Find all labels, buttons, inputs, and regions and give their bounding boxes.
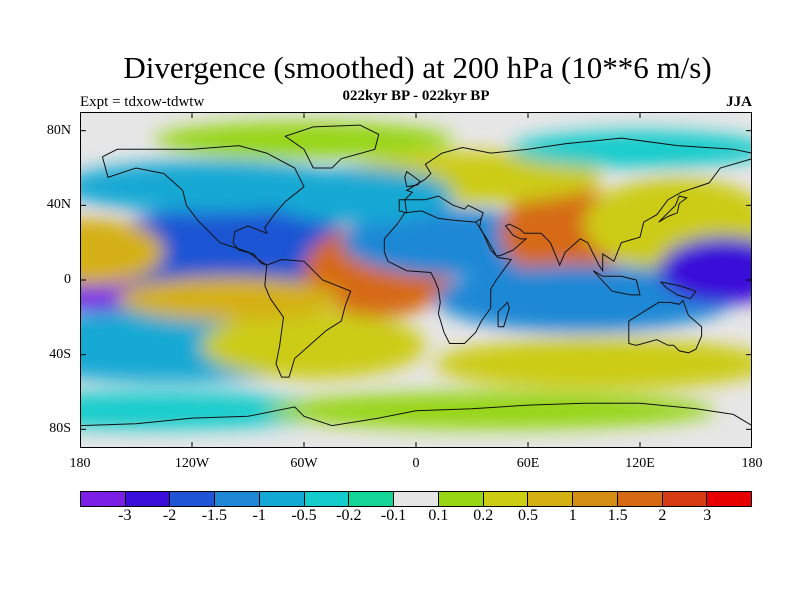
colorbar-label: -0.5: [291, 507, 317, 524]
colorbar-label: 0.1: [428, 507, 449, 524]
coastline-uk: [404, 170, 421, 188]
colorbar-label: 3: [703, 507, 712, 524]
colorbar-swatch: [573, 492, 618, 506]
coastline-indonesia: [592, 270, 641, 296]
colorbar-swatch: [349, 492, 395, 506]
colorbar-swatch: [125, 492, 171, 506]
colorbar-label: -3: [118, 507, 132, 524]
field-patch-16: [266, 392, 715, 430]
coastline-south-america: [264, 258, 352, 378]
colorbar-swatch: [170, 492, 216, 506]
coastline-north-america: [101, 145, 305, 266]
colorbar-label: 0.5: [518, 507, 538, 524]
field-region-10: [201, 311, 426, 379]
coastline-japan: [658, 195, 688, 223]
colorbar-label: 1: [568, 507, 577, 524]
colorbar-swatch: [483, 492, 529, 506]
x-tick-label: 0: [412, 456, 420, 471]
colorbar-label: -0.2: [336, 507, 362, 524]
field-patch-19: [117, 276, 342, 322]
x-tick-label: 180: [741, 456, 763, 471]
season-label: JJA: [726, 94, 752, 110]
field-patch-13: [266, 168, 454, 224]
plot-subtitle: 022kyr BP - 022kyr BP: [342, 88, 490, 104]
experiment-label: Expt = tdxow-tdwtw: [80, 94, 205, 110]
coastline-africa-eurasia: [383, 137, 752, 252]
colorbar-swatch: [81, 492, 126, 506]
field-patch-15: [80, 392, 342, 430]
colorbar-swatch: [215, 492, 260, 506]
field-patch-18: [509, 130, 752, 168]
colorbar-label: 1.5: [607, 507, 628, 524]
colorbar-label: -2: [162, 507, 177, 524]
y-tick-label: 40N: [46, 197, 71, 213]
coastline-new-guinea: [660, 281, 697, 300]
field-patch-14: [434, 337, 752, 391]
field-region-1: [98, 205, 360, 299]
colorbar-swatch: [304, 492, 350, 506]
colorbar-swatch: [528, 492, 574, 506]
colorbar-swatch: [617, 492, 663, 506]
field-patch-17: [154, 121, 454, 159]
field-region-6: [434, 265, 734, 333]
colorbar-swatch: [259, 492, 305, 506]
colorbar-label: 2: [658, 507, 667, 524]
coastline-madagascar: [497, 301, 510, 328]
x-tick-label: 180: [69, 456, 91, 471]
y-tick-label: 0: [64, 272, 71, 287]
x-tick-label: 120E: [625, 456, 655, 471]
x-tick-label: 60E: [516, 456, 540, 471]
plot-title: Divergence (smoothed) at 200 hPa (10**6 …: [123, 50, 712, 85]
colorbar-label: -1: [252, 507, 266, 524]
x-tick-label: 120W: [174, 456, 210, 471]
colorbar-swatch: [707, 492, 752, 506]
map-panel: [80, 112, 752, 448]
y-tick-label: 40S: [49, 346, 71, 362]
coastline-greenland: [284, 124, 380, 169]
x-tick-label: 60W: [290, 456, 318, 471]
coastline-antarctica: [80, 402, 752, 427]
colorbar-label: -1.5: [201, 507, 228, 524]
coastline-australia: [628, 299, 703, 354]
colorbar-label: 0.2: [473, 507, 494, 524]
colorbar-label: -0.1: [380, 507, 407, 524]
y-tick-label: 80N: [46, 122, 71, 138]
colorbar-swatch: [438, 492, 484, 506]
colorbar-swatch: [394, 492, 439, 506]
field-region-8: [658, 237, 752, 305]
y-tick-label: 80S: [49, 421, 71, 437]
coastline-asia-south: [478, 158, 752, 273]
colorbar-swatch: [662, 492, 708, 506]
colorbar: [80, 491, 752, 507]
coastline-africa-east: [383, 221, 513, 344]
field-region-2: [80, 218, 164, 286]
